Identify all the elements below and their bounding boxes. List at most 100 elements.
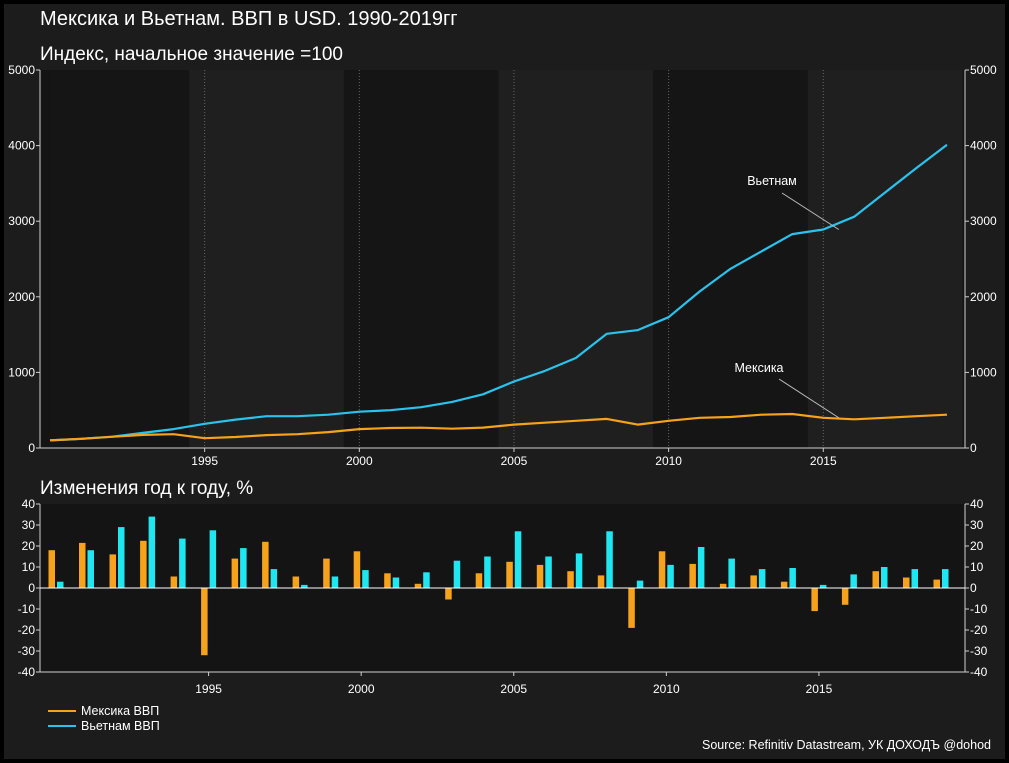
- line-ytick-right-5000: 5000: [970, 63, 997, 77]
- bar-mexico-2002: [414, 583, 422, 588]
- bar-mexico-1995: [201, 588, 208, 656]
- bar-mexico-2007: [567, 571, 574, 588]
- line-chart-title: Индекс, начальное значение =100: [40, 44, 343, 65]
- bar-ytick-left-30: 30: [22, 518, 36, 532]
- bar-ytick-right-20: 20: [970, 539, 984, 553]
- bar-mexico-1993: [140, 540, 147, 589]
- bar-mexico-2001: [384, 573, 391, 588]
- line-band: [498, 70, 654, 448]
- bar-xtick-2005: 2005: [500, 682, 527, 696]
- line-xtick-2005: 2005: [501, 454, 528, 468]
- bar-vietnam-2002: [423, 572, 430, 589]
- chart-title: Мексика и Вьетнам. ВВП в USD. 1990-2019г…: [40, 8, 458, 30]
- bar-ytick-right--10: -10: [970, 602, 988, 616]
- line-xtick-2010: 2010: [655, 454, 682, 468]
- bar-vietnam-2001: [392, 577, 400, 588]
- bar-ytick-left--30: -30: [18, 644, 36, 658]
- line-ytick-left-3000: 3000: [8, 214, 35, 228]
- bar-mexico-2004: [475, 573, 483, 588]
- bar-vietnam-1990: [57, 581, 64, 588]
- bar-chart-title: Изменения год к году, %: [40, 478, 254, 499]
- bar-mexico-2014: [780, 581, 788, 588]
- line-ytick-left-2000: 2000: [8, 290, 35, 304]
- bar-vietnam-1997: [270, 569, 278, 588]
- bar-vietnam-2014: [789, 568, 796, 588]
- line-xtick-2015: 2015: [810, 454, 837, 468]
- bar-vietnam-2013: [758, 569, 766, 588]
- bar-mexico-1991: [79, 542, 86, 588]
- bar-mexico-1992: [109, 554, 116, 588]
- bar-vietnam-2000: [362, 570, 369, 588]
- bar-mexico-2009: [628, 588, 635, 628]
- line-ytick-right-3000: 3000: [970, 214, 997, 228]
- bar-ytick-right-0: 0: [970, 581, 977, 595]
- bar-vietnam-1992: [118, 527, 125, 588]
- bar-vietnam-2015: [819, 584, 827, 588]
- bar-mexico-2017: [872, 571, 879, 588]
- line-xtick-2000: 2000: [346, 454, 373, 468]
- line-band: [807, 70, 963, 448]
- bar-vietnam-2008: [606, 531, 613, 588]
- bar-ytick-right--30: -30: [970, 644, 988, 658]
- bar-xtick-2015: 2015: [806, 682, 833, 696]
- bar-ytick-right-10: 10: [970, 560, 984, 574]
- bar-vietnam-1994: [179, 538, 186, 588]
- line-ytick-right-1000: 1000: [970, 365, 997, 379]
- line-annotation-leader-0: [781, 192, 840, 230]
- bar-xtick-2000: 2000: [348, 682, 375, 696]
- bar-xtick-1995: 1995: [195, 682, 222, 696]
- line-annotation-leader-1: [778, 378, 840, 419]
- bar-mexico-2018: [903, 577, 910, 588]
- bar-vietnam-2007: [575, 553, 583, 588]
- line-ytick-left-5000: 5000: [8, 63, 35, 77]
- bar-mexico-2000: [353, 551, 361, 589]
- bar-ytick-left--20: -20: [18, 623, 36, 637]
- bar-panel: -40 -40 -30 -30 -20 -20 -10 -10 0 0 10 10 20 20 30 30 40…: [18, 497, 988, 696]
- bar-mexico-2008: [597, 575, 605, 588]
- bar-vietnam-2018: [911, 569, 918, 588]
- bar-mexico-1999: [323, 558, 330, 588]
- bar-mexico-1996: [231, 558, 239, 588]
- legend-swatch-mexico: [48, 709, 76, 712]
- source-note: Source: Refinitiv Datastream, УК ДОХОДЪ …: [701, 738, 991, 752]
- line-band: [343, 70, 499, 448]
- bar-mexico-1990: [48, 550, 55, 588]
- bar-ytick-left--10: -10: [18, 602, 36, 616]
- bar-vietnam-2017: [881, 567, 888, 588]
- bar-vietnam-2006: [545, 556, 552, 588]
- legend-swatch-vietnam: [48, 724, 76, 727]
- bar-mexico-2010: [658, 551, 666, 589]
- bar-vietnam-2004: [484, 556, 491, 588]
- bar-ytick-left-10: 10: [22, 560, 36, 574]
- bar-vietnam-1999: [331, 576, 339, 588]
- line-ytick-right-2000: 2000: [970, 290, 997, 304]
- bar-vietnam-2011: [697, 547, 705, 588]
- bar-xtick-2010: 2010: [653, 682, 680, 696]
- bar-mexico-2015: [811, 588, 818, 612]
- line-band: [50, 70, 190, 448]
- bar-mexico-1994: [170, 576, 178, 588]
- bar-ytick-left-40: 40: [22, 497, 36, 511]
- line-series-mexico: [49, 412, 948, 442]
- bar-mexico-2005: [506, 561, 513, 589]
- bar-mexico-2016: [841, 588, 849, 605]
- line-annotation-1: Мексика: [734, 361, 783, 375]
- bar-vietnam-2009: [636, 580, 644, 588]
- bar-vietnam-2003: [453, 560, 461, 588]
- bar-ytick-right-30: 30: [970, 518, 984, 532]
- bar-mexico-2011: [689, 563, 696, 588]
- bar-vietnam-2005: [514, 531, 522, 588]
- bar-vietnam-1998: [301, 584, 308, 588]
- legend-label-mexico: Мексика ВВП: [81, 703, 160, 718]
- bar-ytick-right-40: 40: [970, 497, 984, 511]
- line-ytick-left-1000: 1000: [8, 365, 35, 379]
- legend-item-mexico: Мексика ВВП: [48, 703, 160, 718]
- bar-mexico-2013: [750, 575, 757, 588]
- legend-item-vietnam: Вьетнам ВВП: [48, 718, 160, 733]
- bar-vietnam-2016: [850, 574, 857, 588]
- bar-vietnam-2010: [667, 564, 674, 588]
- bar-ytick-left-0: 0: [28, 581, 35, 595]
- line-band: [653, 70, 808, 448]
- line-annotation-0: Вьетнам: [747, 174, 797, 188]
